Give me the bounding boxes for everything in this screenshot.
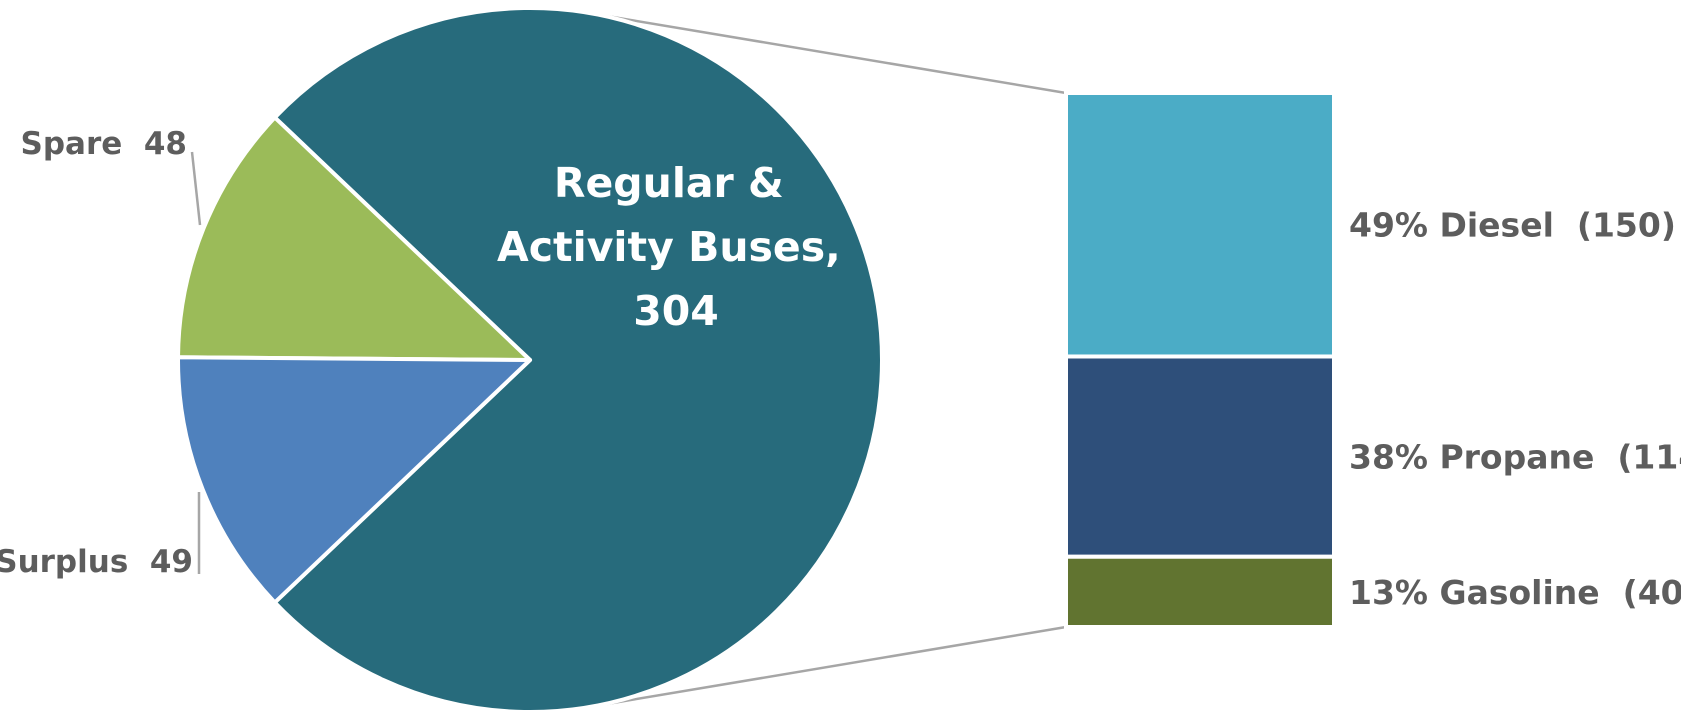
breakdown-bar [1064, 91, 1336, 629]
bar-segment-diesel [1064, 91, 1336, 359]
bar-segment-gasoline [1064, 554, 1336, 629]
connector-line-top [590, 12, 1067, 95]
pie-slice-regular-activity [272, 6, 884, 714]
pie [176, 6, 884, 714]
leader-line-spare [190, 151, 202, 226]
pie-slice-label-surplus: Surplus 49 [0, 544, 193, 580]
bar-segment-label-gasoline: 13% Gasoline (40) [1349, 573, 1681, 612]
pie-slice-surplus [176, 355, 532, 605]
pie-slice-label-regular-activity: Regular & Activity Buses, 304 [497, 159, 855, 335]
bar-segment-label-propane: 38% Propane (114) [1349, 438, 1681, 477]
bar-segment-label-diesel: 49% Diesel (150) [1349, 206, 1676, 245]
pie-slice-label-spare: Spare 48 [21, 126, 187, 162]
pie-slice-spare [176, 115, 532, 362]
bar-segment-propane [1064, 354, 1336, 559]
connector-line-bottom [590, 625, 1067, 708]
